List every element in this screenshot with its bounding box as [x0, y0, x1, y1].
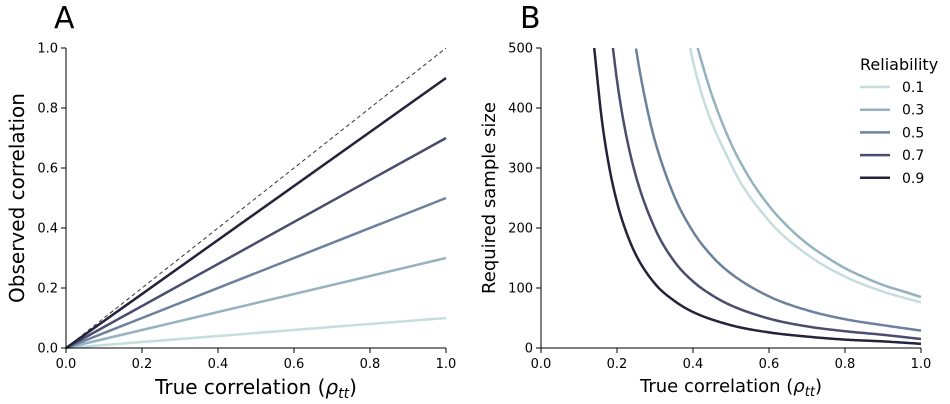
panel-b-y-tick-label: 0: [525, 342, 533, 357]
panel-b-x-axis-label: True correlation (ρtt): [639, 376, 822, 400]
panel-a-xlabel-sub: tt: [338, 386, 349, 400]
panel-a-y-tick-label: 0.2: [37, 282, 58, 297]
panel-b-y-tick-label: 500: [508, 42, 533, 57]
panel-a-y-tick-label: 0.6: [37, 162, 58, 177]
panel-a-series-line-0.3: [65, 256, 447, 350]
panel-b-series-line-0.7: [611, 48, 922, 341]
panel-a-xlabel-symbol: ρ: [325, 375, 338, 399]
panel-a-x-tick-label: 0.8: [360, 357, 381, 372]
panel-b-xlabel-close: ): [815, 376, 822, 397]
panel-b-x-tick-label: 0.0: [531, 357, 552, 372]
legend-title: Reliability: [860, 55, 938, 74]
panel-b-y-tick-label: 200: [508, 222, 533, 237]
panel-letter-a: A: [54, 1, 75, 36]
panel-b-xlabel-sub: tt: [805, 385, 816, 400]
panel-a-y-tick-label: 0.0: [37, 342, 58, 357]
panel-a-series-line-0.7: [65, 136, 447, 350]
legend-label-0.1: 0.1: [902, 80, 924, 96]
legend-label-0.9: 0.9: [902, 171, 924, 187]
panel-b-x-tick-label: 0.8: [835, 357, 856, 372]
panel-a-series-line-0.1: [65, 316, 447, 350]
panel-b-x-tick-label: 0.4: [683, 357, 704, 372]
legend-label-0.3: 0.3: [902, 103, 924, 119]
panel-a-x-tick-label: 1.0: [436, 357, 457, 372]
panel-b-series-line-0.5: [634, 48, 922, 332]
panel-a-series: [65, 47, 447, 350]
panel-a-x-tick-label: 0.4: [208, 357, 229, 372]
panel-a-x-tick-label: 0.0: [56, 357, 77, 372]
panel-b-ticks: 0.0 0.2 0.4 0.6 0.8 1.0 0 100 200 300 400 500: [508, 42, 931, 373]
panel-a-x-tick-label: 0.6: [284, 357, 305, 372]
panel-b-series: [592, 48, 922, 346]
panel-b-x-tick-label: 0.6: [759, 357, 780, 372]
legend-label-0.7: 0.7: [902, 148, 924, 164]
panel-a-y-tick-label: 0.4: [37, 222, 58, 237]
panel-a: A 0.0 0.2 0.4 0.6 0.8 1.0 0.0 0.2 0.4 0.6 0.8 1.0 T…: [5, 1, 456, 402]
panel-letter-b: B: [520, 1, 541, 36]
panel-a-x-axis-label: True correlation (ρtt): [154, 375, 357, 400]
panel-a-series-line-0.5: [65, 196, 447, 350]
legend: Reliability 0.1 0.3 0.5 0.7 0.9: [860, 55, 938, 187]
panel-a-y-axis-label: Observed correlation: [5, 93, 29, 303]
panel-b-series-line-0.9: [592, 48, 922, 346]
panel-b: B 0.0 0.2 0.4 0.6 0.8 1.0 0 100 200 300 400 500 Tru…: [479, 1, 938, 400]
panel-a-y-tick-label: 1.0: [37, 42, 58, 57]
panel-b-x-tick-label: 0.2: [607, 357, 628, 372]
panel-a-y-tick-label: 0.8: [37, 102, 58, 117]
panel-a-series-line-0.9: [65, 76, 447, 350]
panel-b-y-tick-label: 300: [508, 162, 533, 177]
panel-b-x-tick-label: 1.0: [911, 357, 932, 372]
panel-a-x-tick-label: 0.2: [132, 357, 153, 372]
legend-label-0.5: 0.5: [902, 125, 924, 141]
panel-b-y-axis-label: Required sample size: [479, 102, 500, 294]
panel-b-y-tick-label: 400: [508, 102, 533, 117]
panel-b-series-line-0.3: [696, 48, 922, 299]
panel-a-xlabel-text: True correlation (: [154, 375, 325, 399]
panel-a-xlabel-close: ): [349, 375, 357, 399]
panel-b-xlabel-text: True correlation (: [639, 376, 793, 397]
panel-b-series-line-0.1: [688, 48, 922, 304]
legend-entries: 0.1 0.3 0.5 0.7 0.9: [860, 80, 924, 187]
panel-b-y-tick-label: 100: [508, 282, 533, 297]
panel-a-identity-line: [65, 47, 447, 349]
panel-a-ticks: 0.0 0.2 0.4 0.6 0.8 1.0 0.0 0.2 0.4 0.6 0.8 1.0: [37, 42, 456, 373]
panel-b-xlabel-symbol: ρ: [793, 376, 805, 397]
